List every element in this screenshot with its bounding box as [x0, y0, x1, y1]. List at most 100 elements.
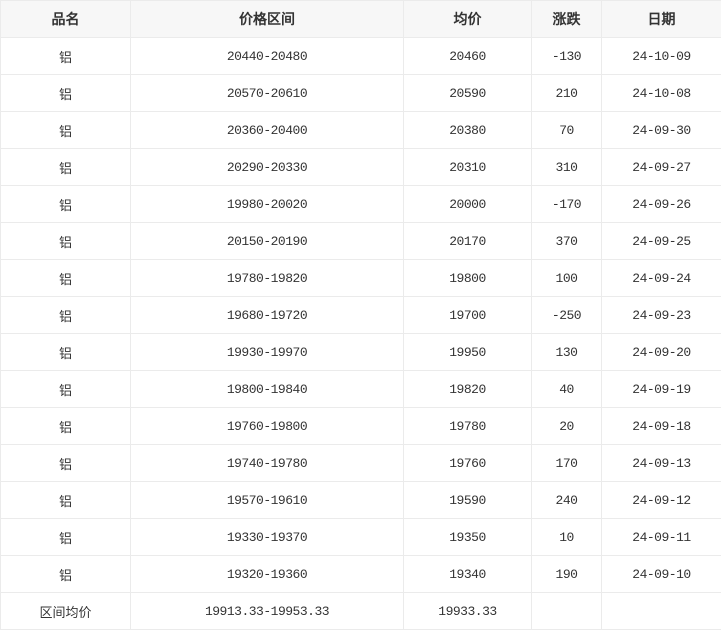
cell-avg: 20590 [404, 75, 532, 112]
cell-name: 铝 [1, 445, 131, 482]
cell-range: 20570-20610 [131, 75, 404, 112]
cell-avg: 20310 [404, 149, 532, 186]
cell-name: 铝 [1, 38, 131, 75]
cell-avg: 19820 [404, 371, 532, 408]
summary-row: 区间均价 19913.33-19953.33 19933.33 [1, 593, 721, 630]
cell-change: -170 [532, 186, 602, 223]
cell-change: 370 [532, 223, 602, 260]
cell-name: 铝 [1, 371, 131, 408]
cell-date: 24-09-11 [602, 519, 721, 556]
cell-date: 24-10-09 [602, 38, 721, 75]
cell-range: 20440-20480 [131, 38, 404, 75]
cell-change: 40 [532, 371, 602, 408]
cell-date: 24-10-08 [602, 75, 721, 112]
cell-range: 19780-19820 [131, 260, 404, 297]
cell-change: 190 [532, 556, 602, 593]
cell-range: 19980-20020 [131, 186, 404, 223]
cell-change: 10 [532, 519, 602, 556]
cell-avg: 19800 [404, 260, 532, 297]
cell-change: 70 [532, 112, 602, 149]
cell-range: 20150-20190 [131, 223, 404, 260]
cell-range: 20360-20400 [131, 112, 404, 149]
header-change: 涨跌 [532, 1, 602, 38]
cell-avg: 19780 [404, 408, 532, 445]
cell-date: 24-09-12 [602, 482, 721, 519]
cell-name: 铝 [1, 223, 131, 260]
cell-date: 24-09-23 [602, 297, 721, 334]
header-row: 品名 价格区间 均价 涨跌 日期 [1, 1, 721, 38]
cell-change: 20 [532, 408, 602, 445]
cell-avg: 20170 [404, 223, 532, 260]
cell-name: 铝 [1, 408, 131, 445]
cell-date: 24-09-20 [602, 334, 721, 371]
cell-change: 170 [532, 445, 602, 482]
cell-date: 24-09-18 [602, 408, 721, 445]
cell-name: 铝 [1, 260, 131, 297]
cell-avg: 20460 [404, 38, 532, 75]
cell-name: 铝 [1, 186, 131, 223]
cell-avg: 19760 [404, 445, 532, 482]
summary-label: 区间均价 [1, 593, 131, 630]
cell-avg: 19950 [404, 334, 532, 371]
summary-date [602, 593, 721, 630]
cell-date: 24-09-13 [602, 445, 721, 482]
cell-change: 240 [532, 482, 602, 519]
cell-change: 130 [532, 334, 602, 371]
cell-avg: 19590 [404, 482, 532, 519]
cell-name: 铝 [1, 519, 131, 556]
cell-range: 19680-19720 [131, 297, 404, 334]
cell-range: 19570-19610 [131, 482, 404, 519]
cell-change: 210 [532, 75, 602, 112]
cell-name: 铝 [1, 149, 131, 186]
cell-date: 24-09-19 [602, 371, 721, 408]
cell-avg: 19700 [404, 297, 532, 334]
cell-change: -130 [532, 38, 602, 75]
cell-name: 铝 [1, 482, 131, 519]
cell-name: 铝 [1, 112, 131, 149]
header-avg: 均价 [404, 1, 532, 38]
cell-range: 19800-19840 [131, 371, 404, 408]
header-range: 价格区间 [131, 1, 404, 38]
cell-range: 20290-20330 [131, 149, 404, 186]
cell-name: 铝 [1, 334, 131, 371]
cell-change: -250 [532, 297, 602, 334]
summary-avg: 19933.33 [404, 593, 532, 630]
cell-range: 19330-19370 [131, 519, 404, 556]
cell-date: 24-09-25 [602, 223, 721, 260]
cell-change: 310 [532, 149, 602, 186]
cell-date: 24-09-26 [602, 186, 721, 223]
cell-avg: 19340 [404, 556, 532, 593]
cell-range: 19740-19780 [131, 445, 404, 482]
header-name: 品名 [1, 1, 131, 38]
cell-name: 铝 [1, 75, 131, 112]
cell-name: 铝 [1, 556, 131, 593]
summary-change [532, 593, 602, 630]
cell-avg: 20380 [404, 112, 532, 149]
cell-name: 铝 [1, 297, 131, 334]
cell-range: 19930-19970 [131, 334, 404, 371]
cell-avg: 20000 [404, 186, 532, 223]
cell-range: 19320-19360 [131, 556, 404, 593]
cell-date: 24-09-27 [602, 149, 721, 186]
cell-date: 24-09-10 [602, 556, 721, 593]
cell-date: 24-09-24 [602, 260, 721, 297]
cell-change: 100 [532, 260, 602, 297]
cell-avg: 19350 [404, 519, 532, 556]
cell-range: 19760-19800 [131, 408, 404, 445]
